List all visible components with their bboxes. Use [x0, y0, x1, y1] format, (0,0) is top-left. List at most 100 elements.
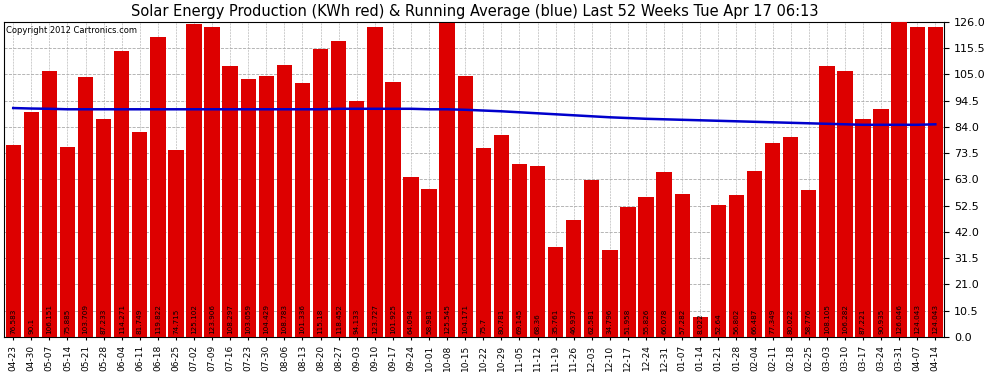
Text: 114.271: 114.271	[119, 304, 125, 334]
Bar	[711, 205, 726, 337]
Text: 58.981: 58.981	[426, 309, 432, 334]
Text: 94.133: 94.133	[353, 309, 359, 334]
Bar	[838, 71, 852, 337]
Bar	[674, 194, 690, 337]
Bar	[656, 172, 672, 337]
Bar	[59, 147, 75, 337]
Bar	[910, 27, 925, 337]
Bar	[349, 102, 364, 337]
Bar	[512, 164, 527, 337]
Text: 124.043: 124.043	[933, 304, 939, 334]
Text: 74.715: 74.715	[173, 309, 179, 334]
Text: 35.761: 35.761	[552, 309, 558, 334]
Bar	[547, 248, 563, 337]
Text: 125.545: 125.545	[445, 304, 450, 334]
Bar	[457, 76, 473, 337]
Text: 56.802: 56.802	[734, 309, 740, 334]
Text: 125.102: 125.102	[191, 304, 197, 334]
Text: 108.105: 108.105	[824, 304, 830, 334]
Text: 81.749: 81.749	[137, 309, 143, 334]
Text: 108.783: 108.783	[281, 304, 287, 334]
Text: 103.709: 103.709	[82, 304, 88, 334]
Text: 66.487: 66.487	[751, 309, 757, 334]
Bar	[602, 250, 618, 337]
Text: 90.1: 90.1	[29, 318, 35, 334]
Bar	[367, 27, 382, 337]
Text: 76.583: 76.583	[10, 309, 16, 334]
Text: 66.078: 66.078	[661, 309, 667, 334]
Bar	[331, 40, 346, 337]
Text: 58.776: 58.776	[806, 309, 812, 334]
Text: 68.36: 68.36	[535, 313, 541, 334]
Text: 77.349: 77.349	[769, 309, 775, 334]
Text: 8.022: 8.022	[697, 313, 703, 334]
Text: 104.429: 104.429	[263, 304, 269, 334]
Bar	[819, 66, 835, 337]
Text: 57.282: 57.282	[679, 309, 685, 334]
Bar	[729, 195, 744, 337]
Text: 55.826: 55.826	[644, 309, 649, 334]
Text: 108.297: 108.297	[227, 304, 234, 334]
Text: Copyright 2012 Cartronics.com: Copyright 2012 Cartronics.com	[6, 27, 137, 36]
Bar	[258, 76, 274, 337]
Bar	[241, 79, 256, 337]
Bar	[295, 83, 310, 337]
Text: 101.336: 101.336	[300, 304, 306, 334]
Text: 90.935: 90.935	[878, 309, 884, 334]
Text: 46.937: 46.937	[570, 309, 577, 334]
Bar	[277, 65, 292, 337]
Bar	[584, 180, 600, 337]
Bar	[801, 190, 817, 337]
Bar	[403, 177, 419, 337]
Text: 87.233: 87.233	[101, 309, 107, 334]
Bar	[422, 189, 437, 337]
Bar	[132, 132, 148, 337]
Text: 80.022: 80.022	[788, 309, 794, 334]
Text: 34.796: 34.796	[607, 309, 613, 334]
Bar	[223, 66, 238, 337]
Text: 64.094: 64.094	[408, 309, 414, 334]
Bar	[873, 110, 889, 337]
Bar	[746, 171, 762, 337]
Bar	[440, 23, 454, 337]
Bar	[24, 111, 39, 337]
Bar	[494, 135, 509, 337]
Text: 106.151: 106.151	[47, 304, 52, 334]
Bar	[385, 82, 401, 337]
Bar	[855, 119, 870, 337]
Text: 123.727: 123.727	[372, 304, 378, 334]
Bar	[96, 119, 111, 337]
Text: 87.221: 87.221	[860, 309, 866, 334]
Text: 62.581: 62.581	[589, 309, 595, 334]
Bar	[78, 78, 93, 337]
Bar	[6, 146, 21, 337]
Bar	[765, 143, 780, 337]
Text: 104.171: 104.171	[462, 304, 468, 334]
Bar	[621, 207, 636, 337]
Bar	[475, 147, 491, 337]
Text: 123.906: 123.906	[209, 304, 215, 334]
Bar	[150, 37, 165, 337]
Text: 119.822: 119.822	[154, 304, 160, 334]
Text: 80.781: 80.781	[498, 309, 504, 334]
Bar	[114, 51, 130, 337]
Bar	[566, 219, 581, 337]
Text: 115.18: 115.18	[318, 309, 324, 334]
Bar	[693, 317, 708, 337]
Text: 51.958: 51.958	[625, 309, 631, 334]
Bar	[168, 150, 183, 337]
Text: 124.043: 124.043	[914, 304, 921, 334]
Bar	[42, 71, 57, 337]
Bar	[928, 27, 943, 337]
Bar	[783, 137, 798, 337]
Bar	[313, 49, 329, 337]
Text: 75.7: 75.7	[480, 318, 486, 334]
Text: 103.059: 103.059	[246, 304, 251, 334]
Bar	[530, 166, 545, 337]
Bar	[204, 27, 220, 337]
Title: Solar Energy Production (KWh red) & Running Average (blue) Last 52 Weeks Tue Apr: Solar Energy Production (KWh red) & Runn…	[131, 4, 818, 19]
Text: 52.64: 52.64	[716, 313, 722, 334]
Text: 126.046: 126.046	[896, 304, 902, 334]
Text: 101.925: 101.925	[390, 304, 396, 334]
Bar	[186, 24, 202, 337]
